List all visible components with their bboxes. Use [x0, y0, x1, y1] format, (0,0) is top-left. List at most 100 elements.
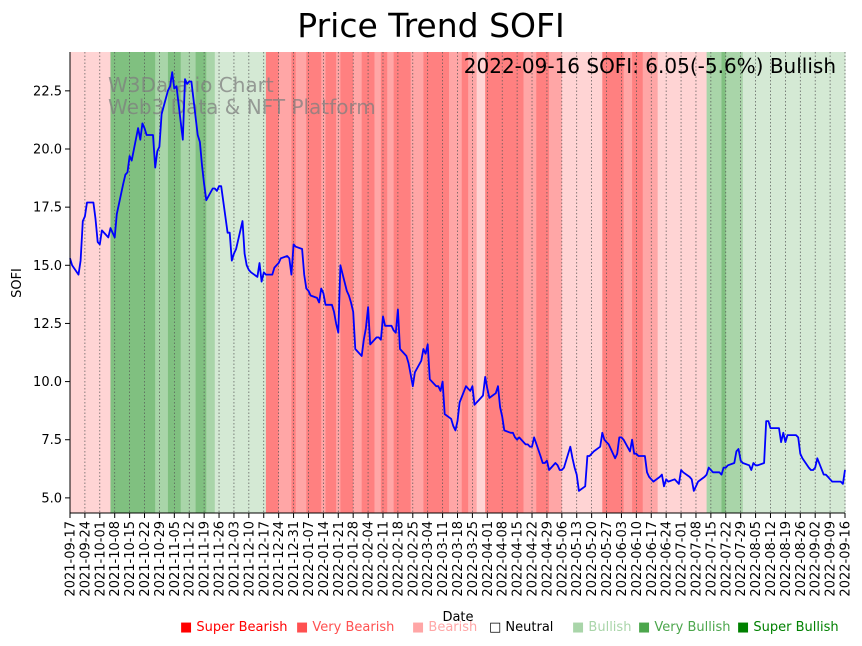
band-bearish: [321, 52, 326, 513]
band-bearish: [468, 52, 478, 513]
x-tick-label: 2022-07-15: [704, 521, 719, 597]
x-tick-label: 2021-12-17: [257, 521, 272, 597]
x-tick-label: 2021-11-12: [183, 521, 198, 597]
band-very-bearish: [508, 52, 525, 513]
x-tick-label: 2022-04-29: [540, 521, 555, 597]
band-bearish: [295, 52, 307, 513]
x-axis-ticks: 2021-09-17 2021-09-24 2021-10-01 2021-10-08…: [64, 513, 854, 597]
band-bearish: [278, 52, 292, 513]
x-tick-label: 2022-05-13: [570, 521, 585, 597]
band-very-bullish: [721, 52, 727, 513]
band-bearish: [623, 52, 633, 513]
band-very-bearish: [489, 52, 510, 513]
band-bearish: [549, 52, 563, 513]
x-tick-label: 2021-10-29: [153, 521, 168, 597]
band-light-bullish: [214, 52, 267, 513]
x-tick-label: 2022-03-11: [436, 521, 451, 597]
band-very-bearish: [325, 52, 337, 513]
x-tick-label: 2022-08-05: [749, 521, 764, 597]
band-bullish: [706, 52, 723, 513]
legend-swatch-icon: ■: [737, 620, 754, 635]
x-tick-label: 2022-09-02: [809, 521, 824, 597]
legend-item-neutral: □ Neutral: [489, 620, 553, 635]
legend-item-bullish: ■ Bullish: [572, 620, 631, 635]
legend-label: Neutral: [505, 620, 554, 635]
legend-label: Very Bearish: [312, 620, 395, 635]
y-tick-label: 10.0: [33, 375, 62, 390]
sentiment-bands: [70, 52, 846, 513]
x-tick-label: 2022-04-15: [511, 521, 526, 597]
x-tick-label: 2022-06-03: [615, 521, 630, 597]
band-bullish: [206, 52, 216, 513]
x-tick-label: 2022-05-20: [585, 521, 600, 597]
band-very-bearish: [632, 52, 644, 513]
band-very-bearish: [602, 52, 625, 513]
band-very-bearish: [361, 52, 375, 513]
y-tick-label: 7.5: [41, 433, 62, 448]
band-bearish: [448, 52, 463, 513]
band-very-bullish: [195, 52, 207, 513]
band-very-bearish: [291, 52, 297, 513]
price-line: [69, 71, 846, 492]
legend-item-super-bearish: ■ Super Bearish: [180, 620, 288, 635]
latest-price-annotation: 2022-09-16 SOFI: 6.05(-5.6%) Bullish: [464, 54, 836, 78]
band-very-bearish: [380, 52, 388, 513]
x-tick-label: 2022-02-25: [406, 521, 421, 597]
x-tick-label: 2022-02-04: [362, 521, 377, 597]
band-very-bearish: [306, 52, 322, 513]
x-tick-label: 2021-12-24: [272, 521, 287, 597]
legend-swatch-icon: ■: [296, 620, 313, 635]
band-bearish: [353, 52, 363, 513]
band-very-bearish: [265, 52, 280, 513]
x-tick-label: 2022-08-26: [794, 521, 809, 597]
band-very-bearish: [485, 52, 490, 513]
x-tick-label: 2021-10-22: [138, 521, 153, 597]
watermark-line-2: Web3 Data & NFT Platform: [108, 95, 376, 119]
legend-swatch-icon: ■: [638, 620, 655, 635]
band-bearish: [642, 52, 659, 513]
x-tick-label: 2021-12-10: [242, 521, 257, 597]
band-bearish: [523, 52, 537, 513]
x-tick-label: 2021-09-17: [64, 521, 79, 597]
x-tick-label: 2022-01-07: [302, 521, 317, 597]
y-tick-label: 5.0: [41, 491, 62, 506]
x-tick-label: 2022-09-16: [839, 521, 854, 597]
x-tick-label: 2022-06-10: [630, 521, 645, 597]
x-axis-label: Date: [442, 610, 473, 625]
legend-item-very-bearish: ■ Very Bearish: [296, 620, 394, 635]
legend-label: Bearish: [428, 620, 478, 635]
x-tick-label: 2022-04-01: [481, 521, 496, 597]
x-tick-label: 2022-09-09: [824, 521, 839, 597]
band-bearish: [374, 52, 382, 513]
band-very-bearish: [340, 52, 354, 513]
x-tick-label: 2022-05-06: [555, 521, 570, 597]
x-tick-label: 2022-03-18: [451, 521, 466, 597]
x-tick-label: 2021-11-26: [213, 521, 228, 597]
x-tick-label: 2021-12-03: [227, 521, 242, 597]
y-tick-label: 17.5: [33, 201, 62, 216]
band-bullish: [155, 52, 169, 513]
legend-item-bearish: ■ Bearish: [412, 620, 477, 635]
y-tick-label: 15.0: [33, 259, 62, 274]
x-tick-label: 2022-06-17: [645, 521, 660, 597]
band-very-bearish: [461, 52, 469, 513]
legend-item-very-bullish: ■ Very Bullish: [638, 620, 730, 635]
x-tick-label: 2022-01-28: [347, 521, 362, 597]
band-bearish: [410, 52, 424, 513]
band-light-bearish: [476, 52, 486, 513]
x-tick-label: 2021-10-01: [93, 521, 108, 597]
band-very-bullish: [110, 52, 156, 513]
x-tick-label: 2022-08-19: [779, 521, 794, 597]
x-tick-label: 2022-05-27: [600, 521, 615, 597]
x-tick-label: 2022-08-12: [764, 521, 779, 597]
x-tick-label: 2022-04-08: [496, 521, 511, 597]
x-tick-label: 2022-04-22: [526, 521, 541, 597]
legend-swatch-icon: ■: [572, 620, 589, 635]
band-bearish: [387, 52, 395, 513]
band-very-bearish: [423, 52, 450, 513]
x-tick-label: 2022-02-18: [391, 521, 406, 597]
x-tick-label: 2022-03-04: [421, 521, 436, 597]
band-very-bearish: [393, 52, 412, 513]
x-tick-label: 2022-07-08: [689, 521, 704, 597]
legend-label: Super Bullish: [753, 620, 839, 635]
